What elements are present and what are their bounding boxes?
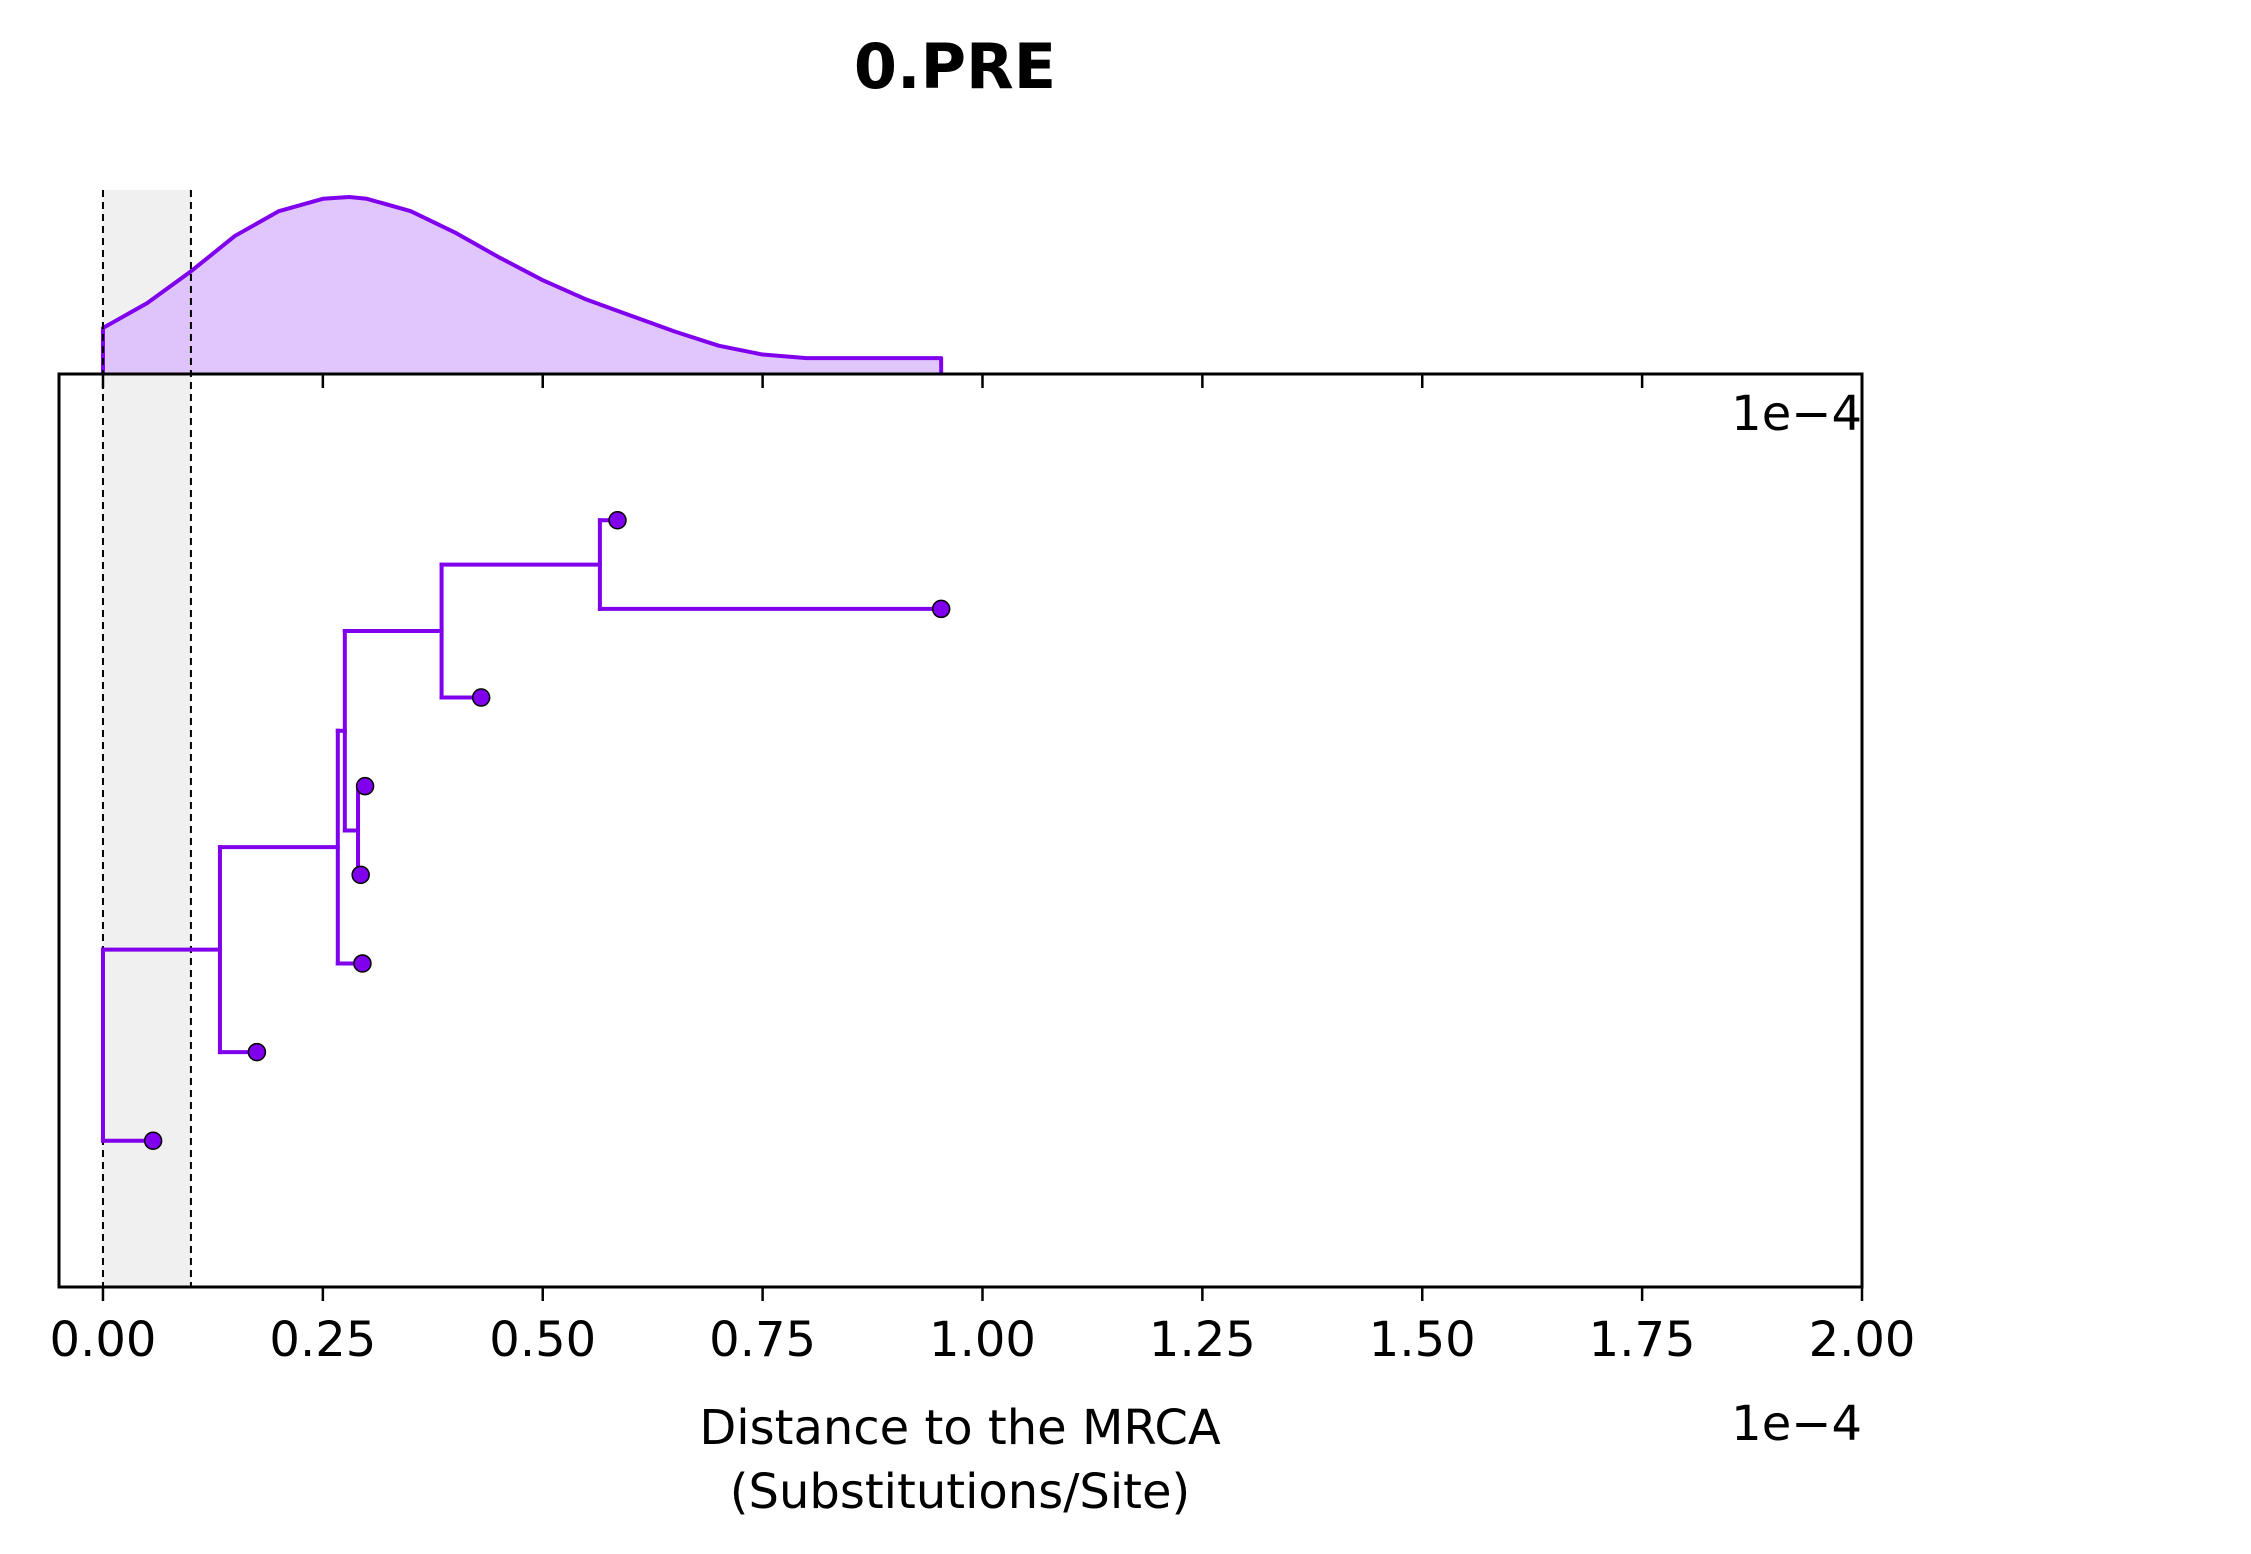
tree-tip-point-4 bbox=[351, 865, 370, 885]
x-axis-label-line1: Distance to the MRCA bbox=[699, 1400, 1221, 1456]
x-tick-label-0: 0.00 bbox=[50, 1312, 157, 1368]
x-tick-label-8: 2.00 bbox=[1809, 1312, 1916, 1368]
top-axis-offset-label: 1e−4 bbox=[1731, 386, 1862, 442]
tree-tip-point-1 bbox=[931, 599, 951, 619]
tree-tip-point-6 bbox=[247, 1042, 267, 1062]
x-axis-offset-label: 1e−4 bbox=[1731, 1396, 1862, 1452]
plot-frame bbox=[57, 372, 1864, 1289]
x-tick-label-1: 0.25 bbox=[269, 1312, 376, 1368]
tree-tip-point-2 bbox=[471, 688, 491, 707]
tree-tip-point-0 bbox=[608, 511, 627, 530]
chart-title: 0.PRE bbox=[854, 30, 1056, 103]
x-tick-label-7: 1.75 bbox=[1589, 1312, 1696, 1368]
density-line bbox=[100, 195, 944, 374]
x-tick-label-4: 1.00 bbox=[929, 1312, 1036, 1368]
density-panel bbox=[100, 190, 944, 374]
tree-shade-band bbox=[102, 374, 191, 1287]
tree-tip-point-3 bbox=[355, 776, 375, 796]
tree-tip-point-7 bbox=[143, 1131, 163, 1150]
x-tick-label-2: 0.50 bbox=[489, 1312, 596, 1368]
x-axis-label-line2: (Substitutions/Site) bbox=[730, 1464, 1191, 1520]
x-tick-label-5: 1.25 bbox=[1149, 1312, 1256, 1368]
density-area bbox=[102, 197, 942, 374]
tree-panel: 0.00 0.25 0.50 0.75 1.00 1.25 1.50 1.75 2.00 bbox=[50, 190, 1916, 1368]
x-tick-label-6: 1.50 bbox=[1369, 1312, 1476, 1368]
x-tick-label-3: 0.75 bbox=[709, 1312, 816, 1368]
tree-tip-point-5 bbox=[353, 954, 372, 973]
